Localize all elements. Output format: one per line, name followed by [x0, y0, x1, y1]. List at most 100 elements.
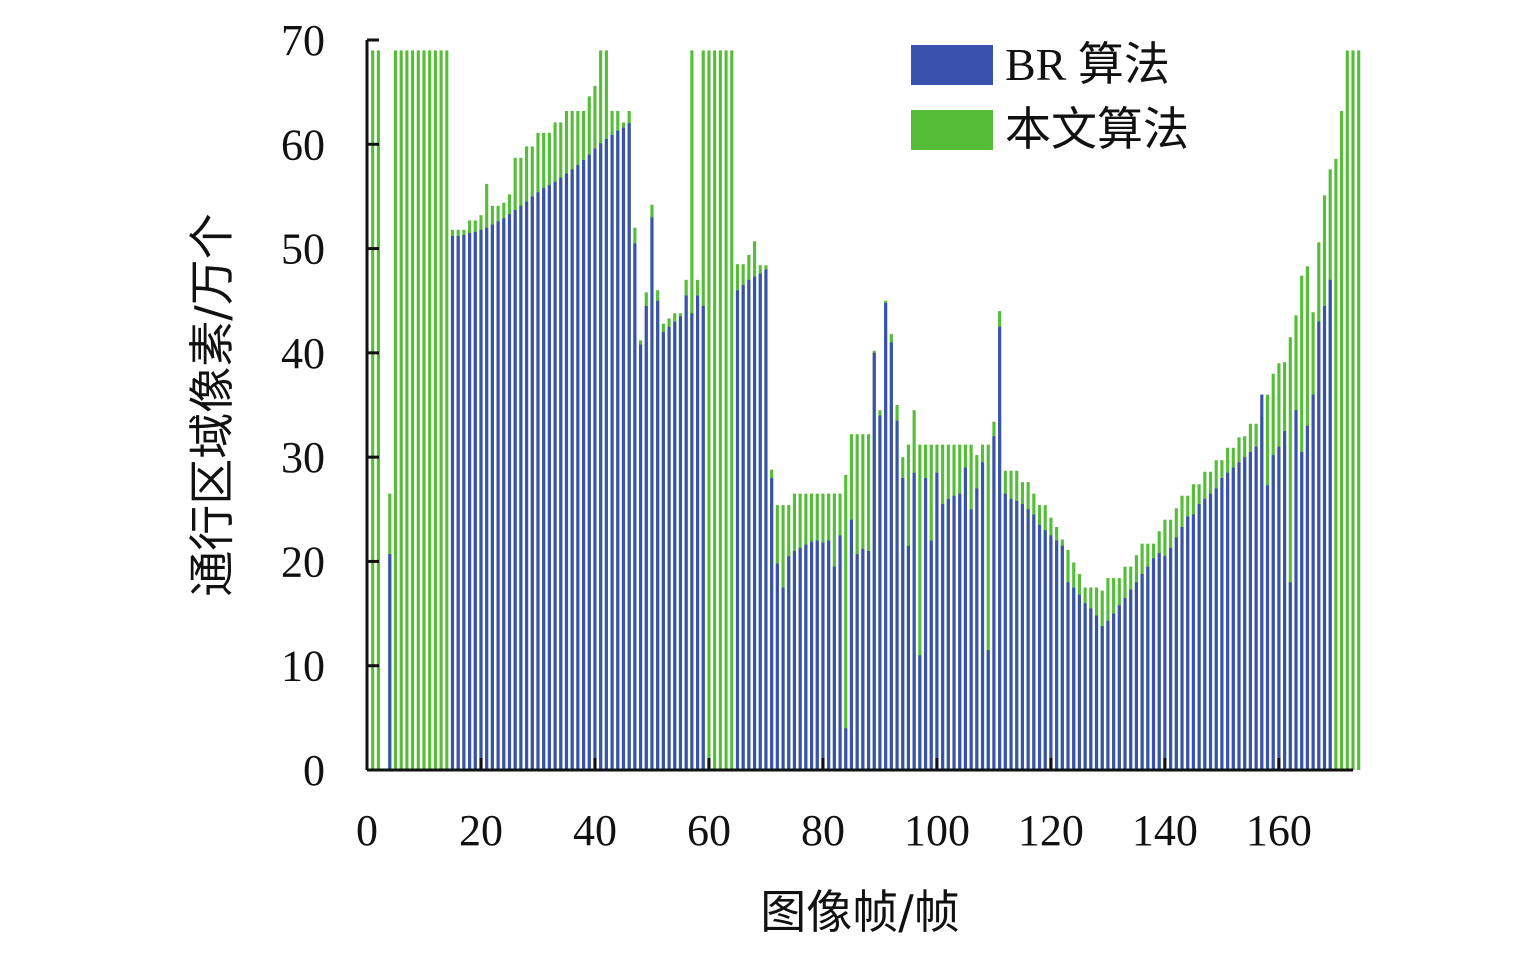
x-tick-label: 60 — [687, 806, 731, 855]
bar-br-130 — [1106, 620, 1110, 770]
bar-br-166 — [1311, 394, 1315, 770]
y-ticks: 0 10 20 30 40 50 60 70 — [281, 16, 379, 795]
bar-br-111 — [998, 326, 1002, 770]
bar-br-128 — [1094, 615, 1099, 770]
bar-br-17 — [462, 235, 466, 770]
bar-ours-9 — [416, 50, 420, 771]
bar-br-145 — [1191, 514, 1195, 770]
bar-br-33 — [553, 181, 557, 770]
bar-br-127 — [1089, 608, 1093, 770]
bar-br-85 — [849, 519, 854, 770]
bar-br-157 — [1260, 394, 1264, 770]
y-axis-title: 通行区域像素/万个 — [185, 213, 239, 597]
bar-br-94 — [901, 478, 905, 770]
bar-br-153 — [1237, 462, 1241, 770]
bar-br-158 — [1265, 485, 1270, 770]
x-ticks: 0 20 40 60 80 100 120 140 160 — [356, 758, 1312, 855]
bar-br-34 — [559, 177, 563, 770]
bar-br-104 — [958, 493, 962, 770]
bar-ours-170 — [1334, 158, 1338, 770]
bar-br-98 — [923, 478, 928, 770]
bar-ours-62 — [718, 50, 722, 771]
bar-br-22 — [490, 224, 494, 771]
bar-br-133 — [1123, 597, 1127, 770]
legend-label-ours: 本文算法 — [1005, 104, 1189, 155]
x-axis-title: 图像帧/帧 — [760, 885, 960, 939]
bar-br-41 — [599, 143, 603, 771]
bar-br-32 — [547, 184, 551, 770]
bar-br-54 — [673, 321, 677, 770]
bar-br-154 — [1243, 457, 1247, 770]
x-tick-label: 140 — [1132, 806, 1198, 855]
bar-br-31 — [542, 188, 546, 771]
bar-ours-162 — [1288, 337, 1292, 770]
bar-br-84 — [844, 728, 848, 770]
bar-br-114 — [1015, 500, 1019, 770]
bar-ours-7 — [405, 50, 409, 771]
bar-br-112 — [1003, 493, 1007, 770]
bar-br-139 — [1157, 553, 1161, 770]
bar-br-38 — [582, 159, 586, 770]
bar-ours-172 — [1345, 50, 1349, 771]
bar-br-125 — [1077, 594, 1081, 770]
bar-br-43 — [610, 134, 614, 770]
bar-br-35 — [564, 173, 569, 771]
bar-br-66 — [741, 285, 745, 770]
bar-ours-63 — [724, 50, 728, 771]
bar-br-147 — [1203, 498, 1207, 770]
y-tick-label: 70 — [281, 16, 325, 65]
bar-br-86 — [855, 554, 859, 770]
bar-br-101 — [941, 504, 945, 770]
bar-br-71 — [770, 478, 774, 770]
bar-br-47 — [633, 243, 637, 771]
bar-br-80 — [821, 542, 825, 770]
bar-br-79 — [815, 540, 819, 770]
bar-ours-2 — [376, 50, 380, 771]
legend-swatch-ours — [911, 110, 993, 150]
bar-br-28 — [525, 201, 529, 770]
bar-br-56 — [684, 295, 688, 770]
legend-swatch-br — [911, 45, 993, 85]
bar-br-18 — [468, 232, 472, 770]
bar-br-169 — [1328, 279, 1332, 770]
bar-br-143 — [1180, 527, 1184, 770]
bar-br-39 — [587, 154, 591, 770]
bar-br-109 — [986, 650, 990, 770]
bar-ours-84 — [844, 474, 848, 770]
bar-br-76 — [798, 547, 802, 770]
bar-br-119 — [1043, 530, 1047, 770]
bar-br-129 — [1100, 626, 1104, 770]
bar-br-151 — [1226, 472, 1230, 770]
y-tick-label: 0 — [303, 746, 325, 795]
bar-br-123 — [1066, 582, 1070, 770]
bar-br-110 — [992, 436, 996, 770]
bar-br-159 — [1271, 455, 1275, 770]
bar-br-105 — [963, 467, 967, 770]
bar-br-45 — [621, 127, 626, 771]
bar-br-53 — [667, 326, 671, 770]
bar-br-89 — [872, 352, 876, 770]
bar-br-49 — [644, 305, 648, 770]
bar-ours-13 — [439, 50, 443, 771]
bar-br-72 — [775, 563, 779, 770]
bar-br-124 — [1072, 587, 1076, 770]
bar-br-51 — [656, 300, 660, 770]
bar-br-30 — [536, 192, 540, 770]
bar-br-91 — [884, 302, 888, 770]
bar-br-37 — [576, 165, 580, 770]
bar-br-82 — [832, 566, 836, 770]
bar-br-83 — [838, 535, 842, 770]
bar-br-93 — [895, 420, 899, 770]
bar-br-160 — [1277, 446, 1281, 770]
bar-br-134 — [1129, 589, 1133, 770]
x-tick-label: 20 — [459, 806, 503, 855]
bar-br-78 — [809, 541, 814, 770]
bar-ours-1 — [371, 50, 375, 771]
bar-br-4 — [388, 554, 392, 770]
y-tick-label: 50 — [281, 225, 325, 274]
bar-br-162 — [1288, 582, 1292, 770]
bar-br-65 — [735, 290, 740, 770]
bar-br-116 — [1026, 509, 1030, 770]
bar-br-156 — [1254, 446, 1258, 770]
bar-br-57 — [690, 313, 694, 770]
